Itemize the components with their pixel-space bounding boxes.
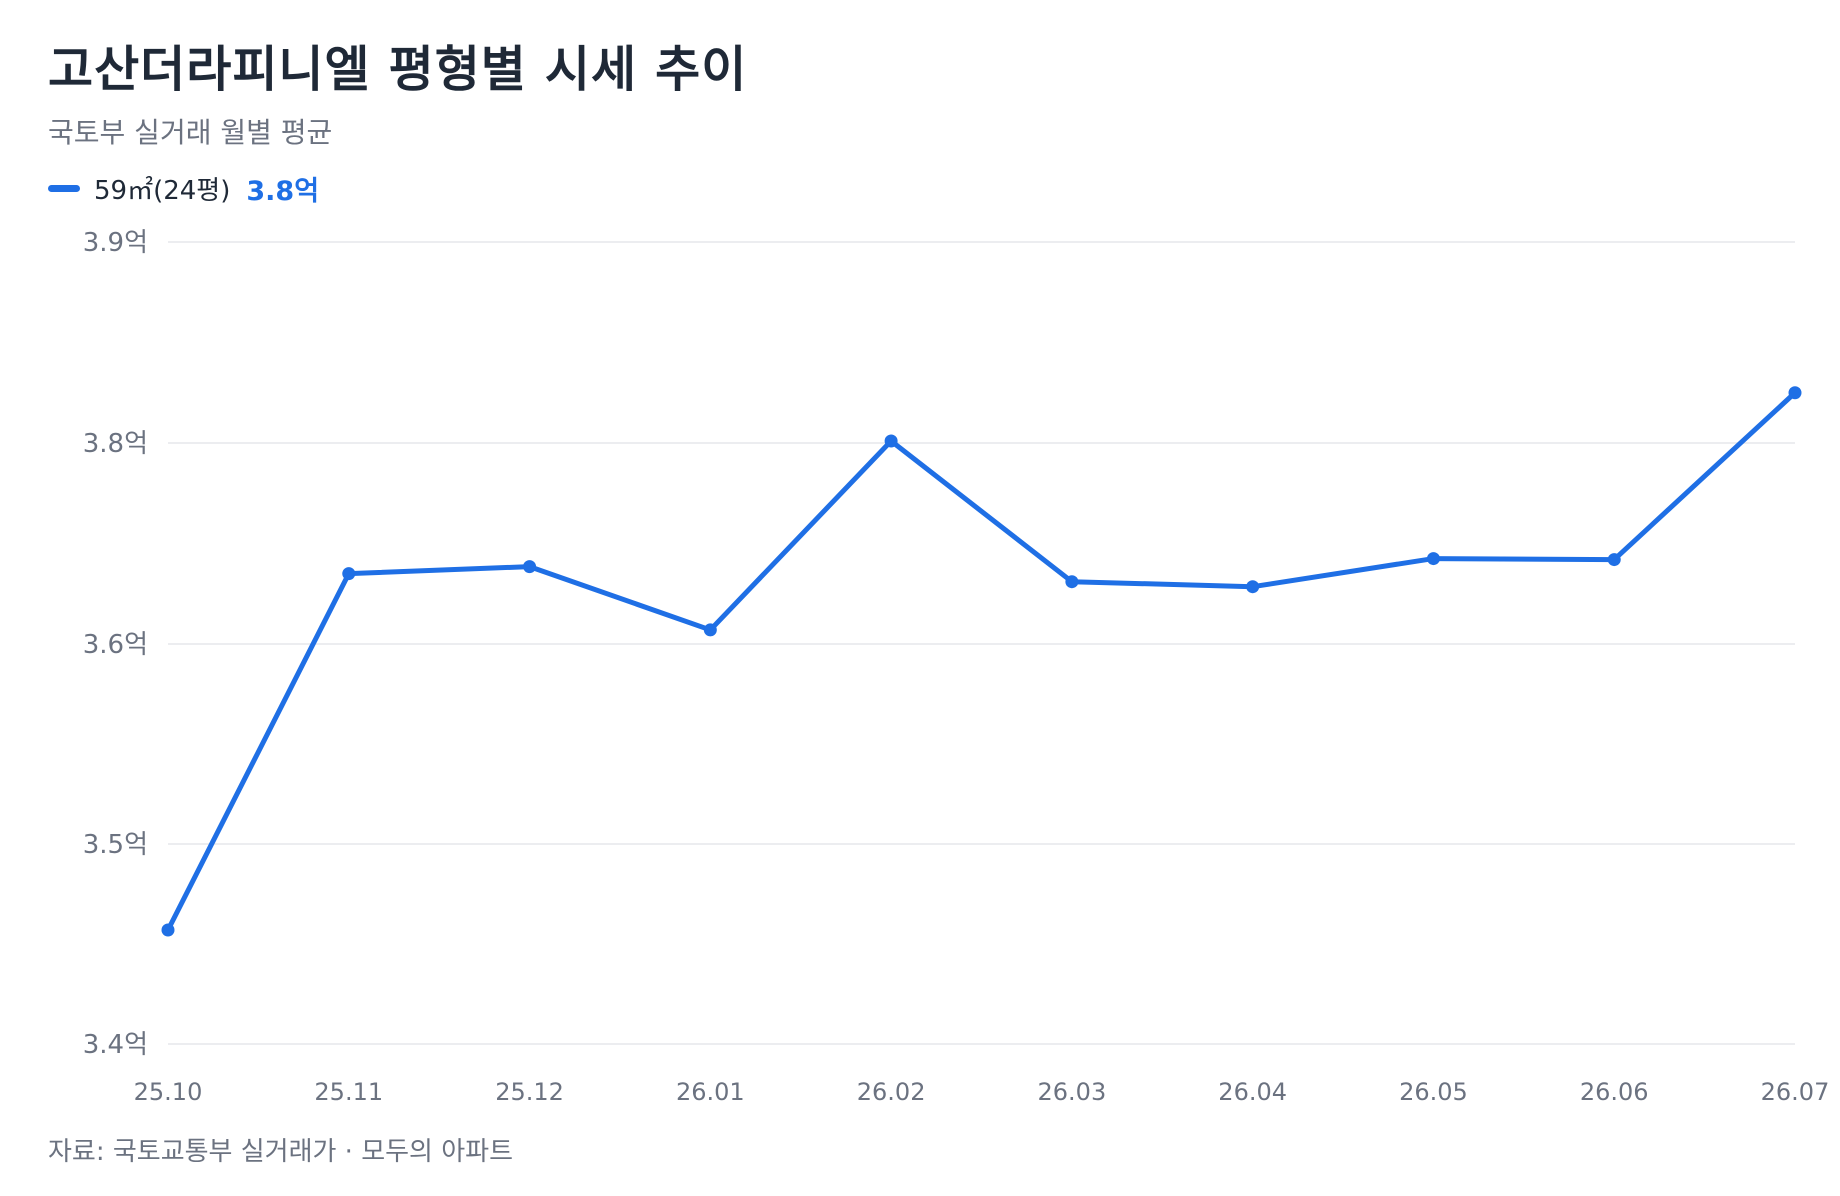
data-point [1607,553,1621,567]
y-tick-label: 3.6억 [83,630,148,660]
x-tick-label: 26.04 [1218,1078,1287,1106]
data-point [703,623,717,637]
chart-legend: 59㎡(24평) 3.8억 [48,168,319,208]
y-tick-label: 3.8억 [83,429,148,459]
series-line [165,390,1798,933]
legend-latest-value: 3.8억 [246,175,320,207]
y-tick-label: 3.9억 [83,228,148,258]
y-tick-label: 3.4억 [83,1030,148,1060]
x-tick-label: 26.02 [857,1078,926,1106]
x-tick-label: 26.01 [676,1078,745,1106]
data-point [1246,580,1260,594]
x-tick-label: 26.03 [1038,1078,1107,1106]
data-point [1065,575,1079,589]
x-tick-label: 26.05 [1399,1078,1468,1106]
chart-title: 고산더라피니엘 평형별 시세 추이 [48,41,748,98]
data-point [884,434,898,448]
x-tick-label: 26.06 [1580,1078,1649,1106]
x-tick-label: 25.12 [495,1078,564,1106]
chart-subtitle: 국토부 실거래 월별 평균 [48,116,333,149]
data-point [1788,386,1802,400]
x-tick-label: 25.11 [314,1078,383,1106]
legend-swatch [48,184,80,192]
chart-header: 고산더라피니엘 평형별 시세 추이 국토부 실거래 월별 평균 [48,38,747,150]
data-point [1426,552,1440,566]
chart-source-footer: 자료: 국토교통부 실거래가 · 모두의 아파트 [48,1137,513,1167]
x-tick-label: 25.10 [134,1078,203,1106]
y-tick-label: 3.5억 [83,830,148,860]
x-tick-label: 26.07 [1761,1078,1830,1106]
data-point [161,923,175,937]
data-point [523,560,537,574]
legend-series-label: 59㎡(24평) [94,175,231,206]
data-point [342,567,356,581]
